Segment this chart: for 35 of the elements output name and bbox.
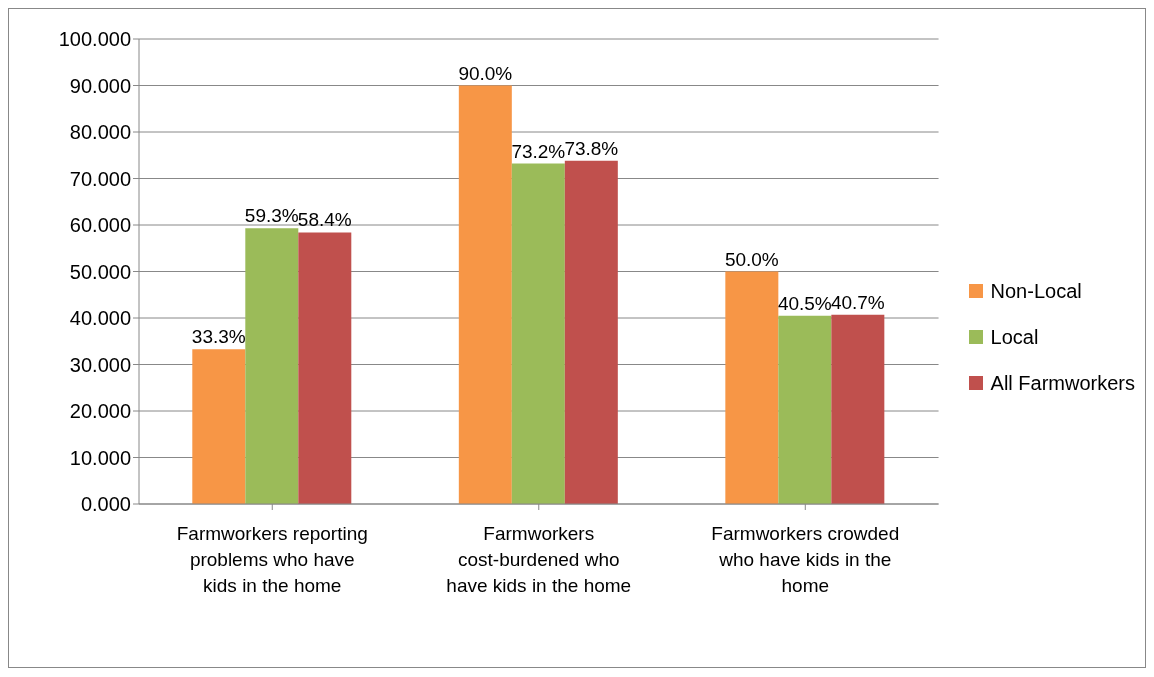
- bar: [511, 163, 565, 504]
- data-label: 59.3%: [244, 205, 299, 227]
- legend-label: Non-Local: [990, 278, 1082, 304]
- data-label: 73.8%: [564, 137, 619, 159]
- data-label: 50.0%: [724, 248, 779, 270]
- y-tick-label: 40.000: [69, 307, 131, 330]
- data-label: 58.4%: [297, 209, 352, 231]
- legend-label: Local: [990, 324, 1039, 350]
- y-tick-label: 80.000: [69, 121, 131, 144]
- bar: [458, 85, 512, 504]
- y-tick-label: 100.000: [58, 28, 131, 51]
- data-label: 90.0%: [458, 62, 513, 84]
- x-tick-label: Farmworkers crowded who have kids in the home: [711, 523, 900, 596]
- x-tick-label: Farmworkers reporting problems who have kids in the home: [176, 523, 368, 596]
- bar: [564, 160, 618, 504]
- legend-label: All Farmworkers: [990, 370, 1135, 396]
- bar: [192, 349, 246, 504]
- x-tick-label: Farmworkers cost-burdened who have kids in the home: [446, 523, 632, 596]
- bar: [831, 314, 885, 504]
- y-tick-label: 90.000: [69, 74, 131, 97]
- data-label: 33.3%: [191, 326, 246, 348]
- data-label: 40.5%: [777, 292, 832, 314]
- bar: [298, 232, 352, 504]
- y-tick-label: 0.000: [80, 493, 131, 516]
- y-tick-label: 60.000: [69, 214, 131, 237]
- y-tick-label: 10.000: [69, 446, 131, 469]
- y-tick-label: 30.000: [69, 353, 131, 376]
- bar: [725, 271, 779, 504]
- y-tick-label: 70.000: [69, 167, 131, 190]
- data-label: 40.7%: [830, 291, 885, 313]
- y-tick-label: 50.000: [69, 260, 131, 283]
- data-label: 73.2%: [511, 140, 566, 162]
- bar: [778, 315, 832, 504]
- y-tick-label: 20.000: [69, 400, 131, 423]
- bar: [245, 228, 299, 504]
